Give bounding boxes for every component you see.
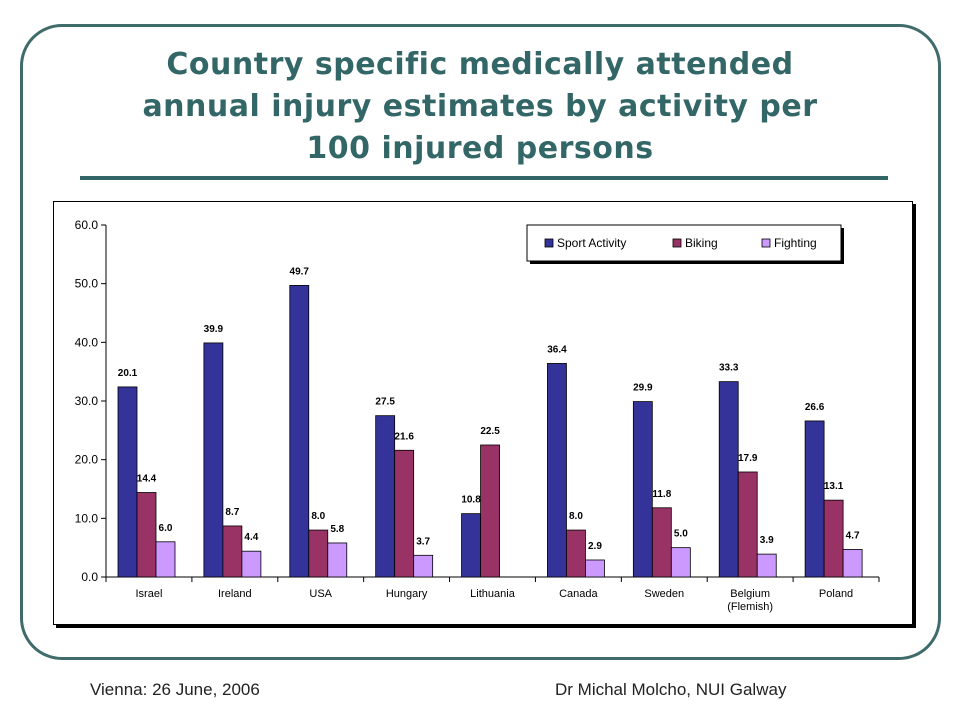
bar-fighting [670, 547, 691, 578]
x-category-label: Canada [559, 588, 598, 600]
data-label: 4.7 [846, 530, 860, 541]
data-label: 33.3 [719, 363, 739, 374]
legend-swatch [761, 238, 771, 248]
data-label: 8.0 [311, 511, 325, 522]
data-label: 3.7 [416, 536, 430, 547]
data-label: 14.4 [137, 474, 157, 485]
bar-sport-activity [461, 513, 481, 578]
data-label: 11.8 [652, 489, 671, 500]
bar-sport-activity [289, 285, 310, 578]
data-label: 27.5 [375, 397, 395, 408]
x-category-label: Sweden [644, 588, 684, 600]
data-label: 17.9 [738, 453, 758, 464]
bar-sport-activity [718, 381, 739, 578]
bar-biking [737, 471, 758, 578]
y-tick-label: 0.0 [81, 570, 98, 584]
bar-biking [823, 499, 844, 578]
y-tick-label: 10.0 [75, 511, 99, 525]
x-category-label: Belgium [730, 588, 770, 600]
data-label: 5.0 [674, 529, 688, 540]
data-label: 21.6 [394, 431, 414, 442]
y-tick-label: 40.0 [75, 335, 99, 349]
x-category-label: Lithuania [470, 588, 516, 600]
legend-swatch [544, 238, 554, 248]
x-category-label: Poland [819, 588, 853, 600]
bar-sport-activity [375, 415, 396, 578]
data-label: 29.9 [633, 383, 653, 394]
data-label: 3.9 [760, 535, 774, 546]
footer-venue-date: Vienna: 26 June, 2006 [90, 680, 260, 699]
data-label: 10.8 [461, 495, 481, 506]
data-label: 39.9 [204, 324, 224, 335]
data-label: 8.7 [225, 507, 239, 518]
data-label: 4.4 [244, 532, 258, 543]
slide-title-line-3: 100 injured persons [306, 131, 654, 166]
y-tick-label: 50.0 [75, 277, 99, 291]
bar-fighting [327, 542, 348, 578]
bar-fighting [155, 541, 176, 578]
bar-sport-activity [117, 386, 138, 578]
data-label: 22.5 [480, 426, 500, 437]
bar-sport-activity [804, 420, 825, 578]
data-label: 26.6 [805, 402, 825, 413]
data-label: 36.4 [547, 344, 567, 355]
bar-chart: 0.0 10.0 20.0 30.0 40.0 50.0 60.0 20.1 39.9 49.7 2… [75, 218, 880, 613]
bar-sport-activity [632, 401, 653, 578]
bar-biking [222, 525, 243, 578]
data-label: 8.0 [569, 511, 583, 522]
chart-container: 0.0 10.0 20.0 30.0 40.0 50.0 60.0 20.1 39.9 49.7 2… [53, 201, 913, 625]
data-label: 6.0 [159, 523, 173, 534]
slide-title-line-2: annual injury estimates by activity per [142, 89, 818, 124]
y-tick-label: 20.0 [75, 453, 99, 467]
bar-fighting [842, 549, 863, 578]
data-label: 49.7 [290, 266, 310, 277]
bar-biking [136, 492, 157, 578]
x-category-label: USA [309, 588, 332, 600]
y-tick-label: 60.0 [75, 218, 99, 232]
bar-biking [480, 444, 500, 578]
bar-fighting [413, 554, 434, 578]
data-label: 5.8 [330, 524, 344, 535]
legend-label: Biking [685, 236, 718, 250]
slide-title-line-1: Country specific medically attended [166, 47, 794, 82]
bar-fighting [241, 550, 262, 578]
data-label: 2.9 [588, 541, 602, 552]
legend-box [526, 224, 842, 262]
x-category-label: Ireland [218, 588, 252, 600]
x-category-label: (Flemish) [727, 601, 773, 613]
bar-biking [394, 449, 415, 578]
x-category-label: Hungary [386, 588, 428, 600]
title-underline [80, 176, 888, 180]
bar-fighting [585, 559, 605, 578]
footer-author: Dr Michal Molcho, NUI Galway [555, 680, 787, 699]
bar-biking [651, 507, 672, 578]
slide-title: Country specific medically attended annu… [70, 44, 890, 170]
data-label: 13.1 [824, 481, 844, 492]
legend-swatch [672, 238, 682, 248]
bar-sport-activity [547, 363, 567, 578]
data-label: 20.1 [118, 368, 138, 379]
y-tick-label: 30.0 [75, 394, 99, 408]
legend-label: Fighting [774, 236, 817, 250]
legend-label: Sport Activity [557, 236, 626, 250]
bar-biking [308, 529, 329, 578]
bar-sport-activity [203, 342, 224, 578]
bar-fighting [756, 553, 777, 578]
bar-biking [566, 529, 586, 578]
x-category-label: Israel [135, 588, 162, 600]
